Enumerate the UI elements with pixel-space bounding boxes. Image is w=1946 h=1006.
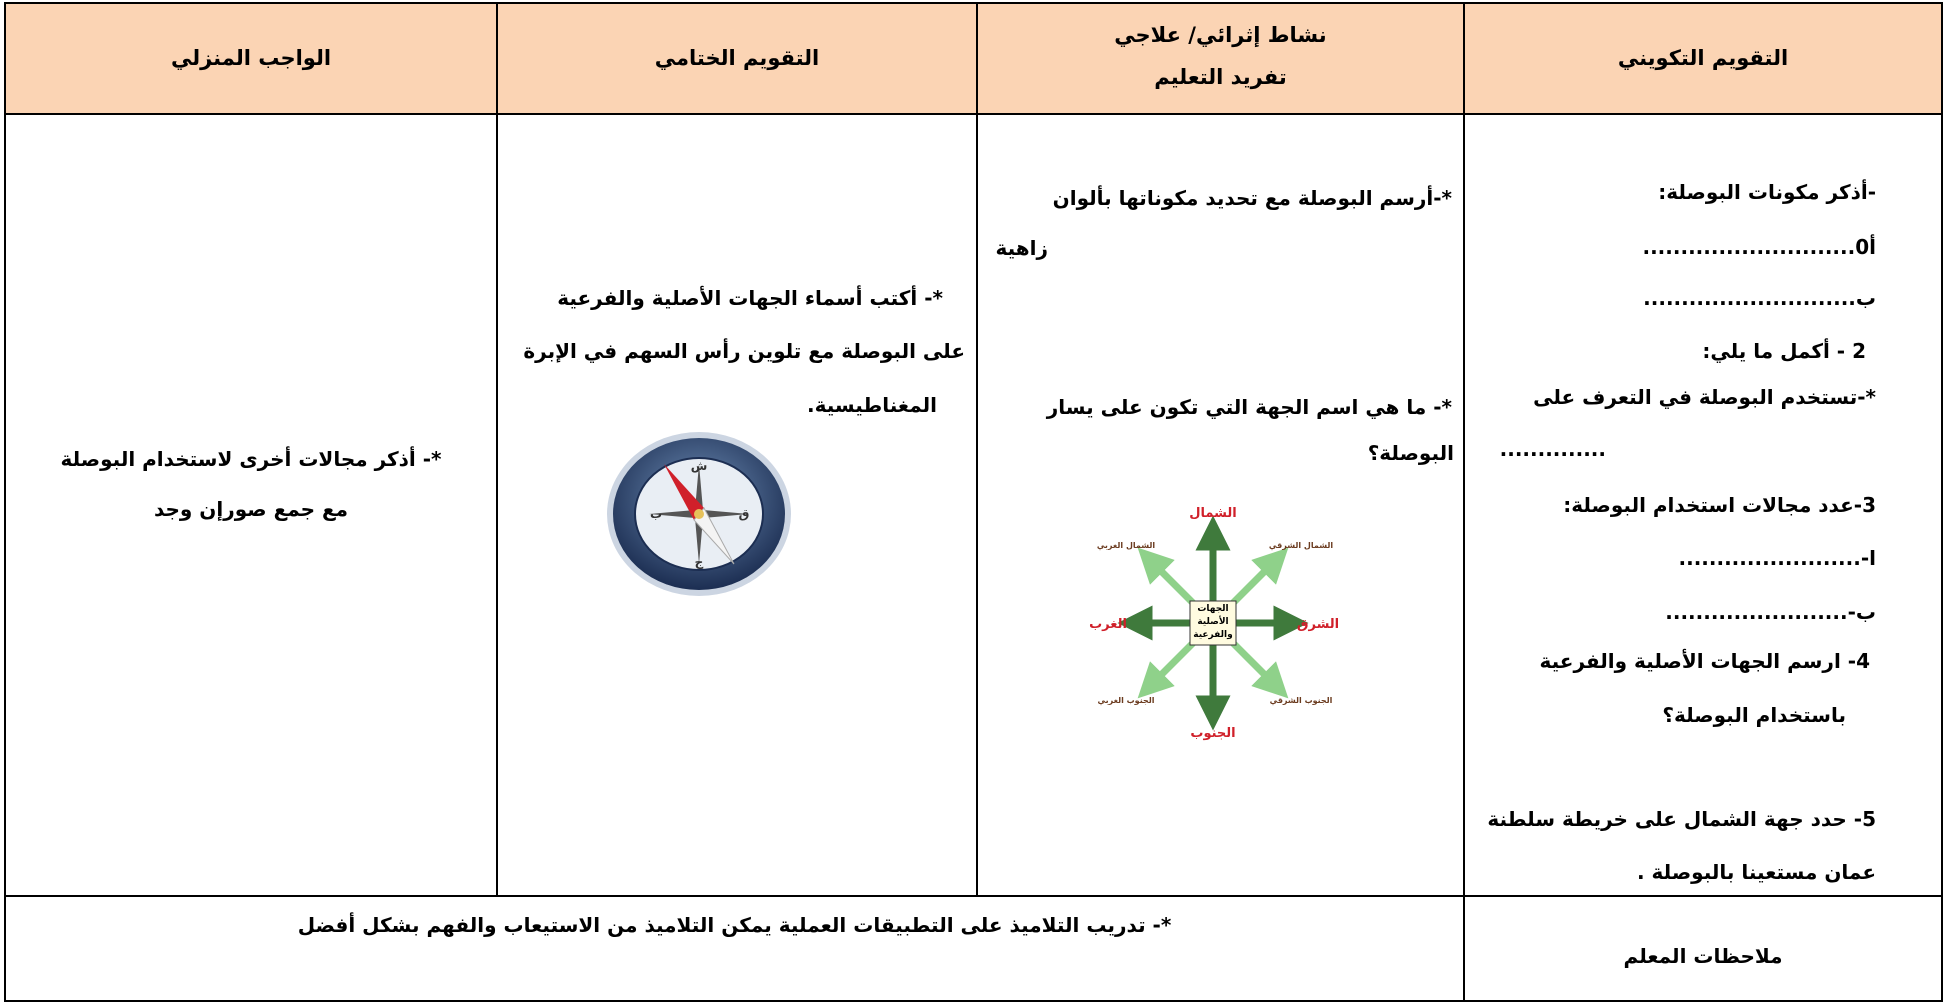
- compass-letter: ب: [650, 507, 662, 521]
- cell-line: ب-........................: [1665, 600, 1876, 624]
- header: نشاط إثرائي/ علاجي: [1114, 23, 1327, 47]
- cell-line: 3-عدد مجالات استخدام البوصلة:: [1563, 493, 1876, 517]
- diagram-center: الجهات: [1197, 604, 1228, 614]
- footer-label: ملاحظات المعلم: [1623, 944, 1783, 968]
- cell-line: البوصلة؟: [1367, 441, 1454, 465]
- direction-label: الغرب: [1089, 617, 1127, 632]
- cell-line: *- أذكر مجالات أخرى لاستخدام البوصلة: [60, 447, 442, 471]
- cell-line: *- أكتب أسماء الجهات الأصلية والفرعية: [557, 286, 943, 310]
- direction-label: الشمال: [1189, 506, 1236, 521]
- direction-label: الجنوب الشرقي: [1270, 696, 1333, 705]
- border: [1941, 2, 1943, 1002]
- compass-letter: ق: [739, 507, 750, 521]
- direction-label: الجنوب: [1190, 726, 1235, 741]
- cell-line: 5- حدد جهة الشمال على خريطة سلطنة: [1487, 807, 1876, 831]
- header-row: [5, 3, 1941, 114]
- cell-line: عمان مستعينا بالبوصلة .: [1636, 860, 1876, 884]
- cell-line: باستخدام البوصلة؟: [1662, 703, 1846, 727]
- border: [4, 895, 1943, 897]
- border: [4, 2, 6, 1002]
- header: الواجب المنزلي: [170, 46, 332, 70]
- cell-line: *-أرسم البوصلة مع تحديد مكوناتها بألوان: [1052, 186, 1452, 210]
- border: [976, 2, 978, 897]
- cell-line: أ0............................: [1642, 235, 1876, 259]
- header: التقويم الختامي: [654, 46, 820, 70]
- cell-line: 2 - أكمل ما يلي:: [1702, 339, 1866, 363]
- directions-diagram: الجهات الأصلية والفرعية الشمال الجنوب ال…: [1089, 506, 1339, 741]
- direction-label: الشمال الشرقي: [1269, 541, 1333, 550]
- cell-line: على البوصلة مع تلوين رأس السهم في الإبرة: [523, 339, 965, 363]
- cell-line: ا-........................: [1678, 546, 1877, 570]
- compass-letter: ج: [695, 555, 704, 569]
- cell-line: *- ما هي اسم الجهة التي تكون على يسار: [1046, 395, 1452, 419]
- cell-line: زاهية: [995, 236, 1048, 260]
- cell-line: -أذكر مكونات البوصلة:: [1658, 180, 1876, 204]
- direction-label: الجنوب الغربي: [1098, 696, 1155, 705]
- border: [4, 113, 1943, 115]
- diagram-center: الأصلية: [1197, 615, 1228, 627]
- header: التقويم التكويني: [1617, 46, 1789, 70]
- compass-image: ش ق ج ب: [607, 432, 791, 596]
- header: تفريد التعليم: [1154, 65, 1287, 89]
- cell-line: ب............................: [1643, 286, 1876, 310]
- cell-line: المغناطيسية.: [807, 393, 937, 417]
- direction-label: الشمال الغربي: [1097, 541, 1156, 550]
- cell-line: مع جمع صورإن وجد: [153, 497, 349, 521]
- cell-line: *-تستخدم البوصلة في التعرف على: [1533, 385, 1876, 409]
- border: [1463, 2, 1465, 1002]
- cell-line: ..............: [1499, 437, 1606, 461]
- border: [496, 2, 498, 897]
- cell-line: 4- ارسم الجهات الأصلية والفرعية: [1539, 649, 1870, 673]
- border: [4, 2, 1943, 4]
- direction-label: الشرق: [1297, 617, 1339, 632]
- border: [4, 1000, 1943, 1002]
- compass-letter: ش: [691, 459, 708, 473]
- footer-text: *- تدريب التلاميذ على التطبيقات العملية …: [297, 913, 1172, 937]
- diagram-center: والفرعية: [1193, 630, 1232, 640]
